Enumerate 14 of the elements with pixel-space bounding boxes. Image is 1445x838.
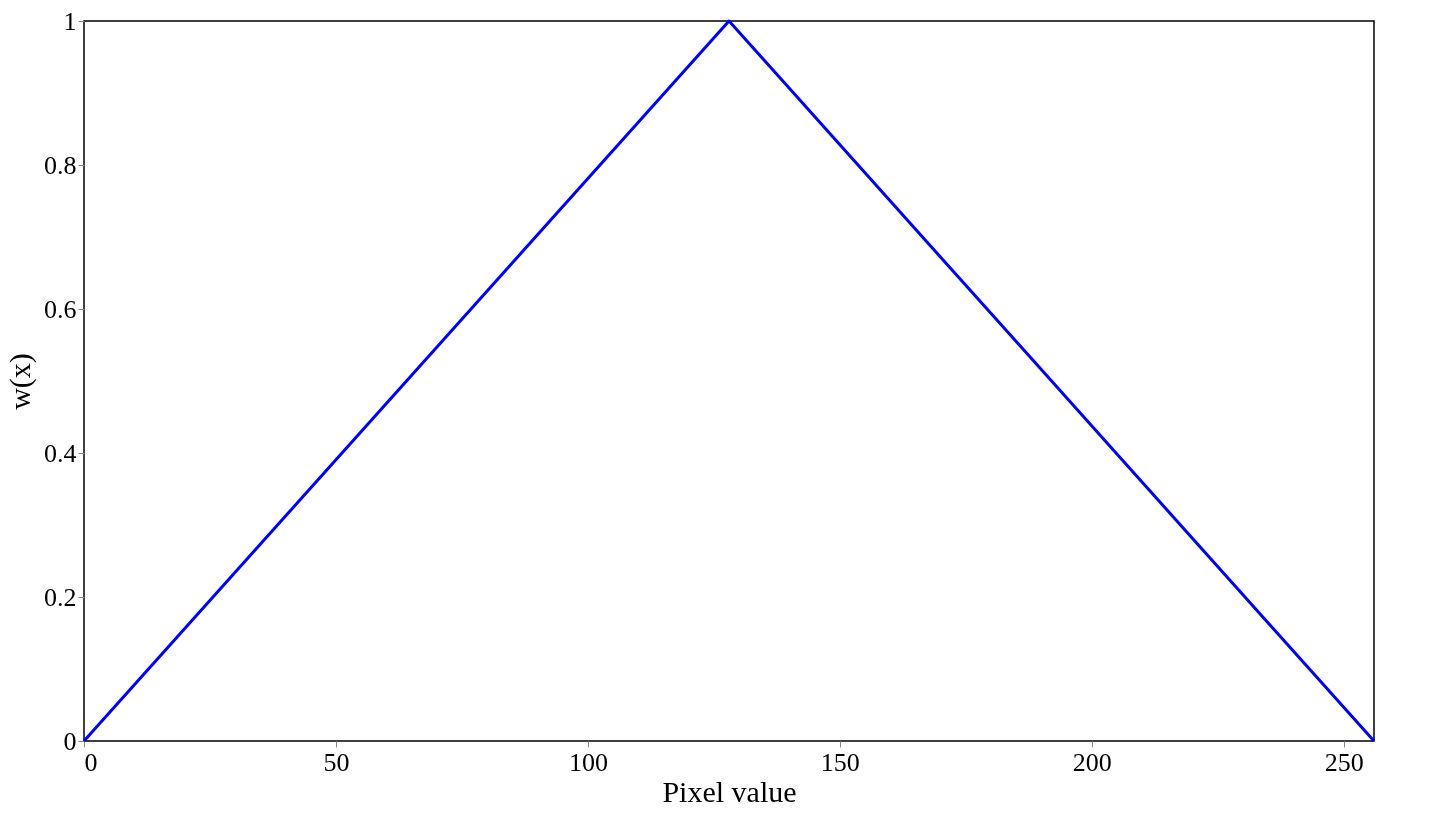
x-tick-label: 50	[323, 747, 350, 777]
x-tick-label: 250	[1324, 747, 1364, 777]
x-tick-label: 100	[568, 747, 608, 777]
y-tick-label: 0.4	[44, 438, 77, 468]
x-tick-label: 200	[1072, 747, 1112, 777]
y-tick-label: 0	[63, 726, 77, 756]
y-tick-label: 1	[63, 6, 77, 36]
y-tick-label: 0.8	[44, 150, 77, 180]
y-tick-label: 0.6	[44, 294, 77, 324]
y-tick-label: 0.2	[44, 582, 77, 612]
x-tick-label: 150	[820, 747, 860, 777]
x-axis-title: Pixel value	[662, 774, 797, 808]
x-tick-label: 0	[84, 747, 98, 777]
y-axis-title: w(x)	[3, 353, 37, 410]
